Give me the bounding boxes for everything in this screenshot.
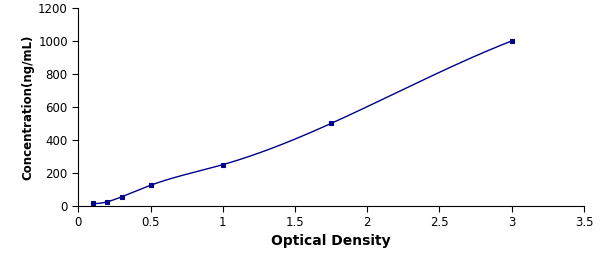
X-axis label: Optical Density: Optical Density: [272, 233, 391, 248]
Y-axis label: Concentration(ng/mL): Concentration(ng/mL): [21, 34, 34, 180]
